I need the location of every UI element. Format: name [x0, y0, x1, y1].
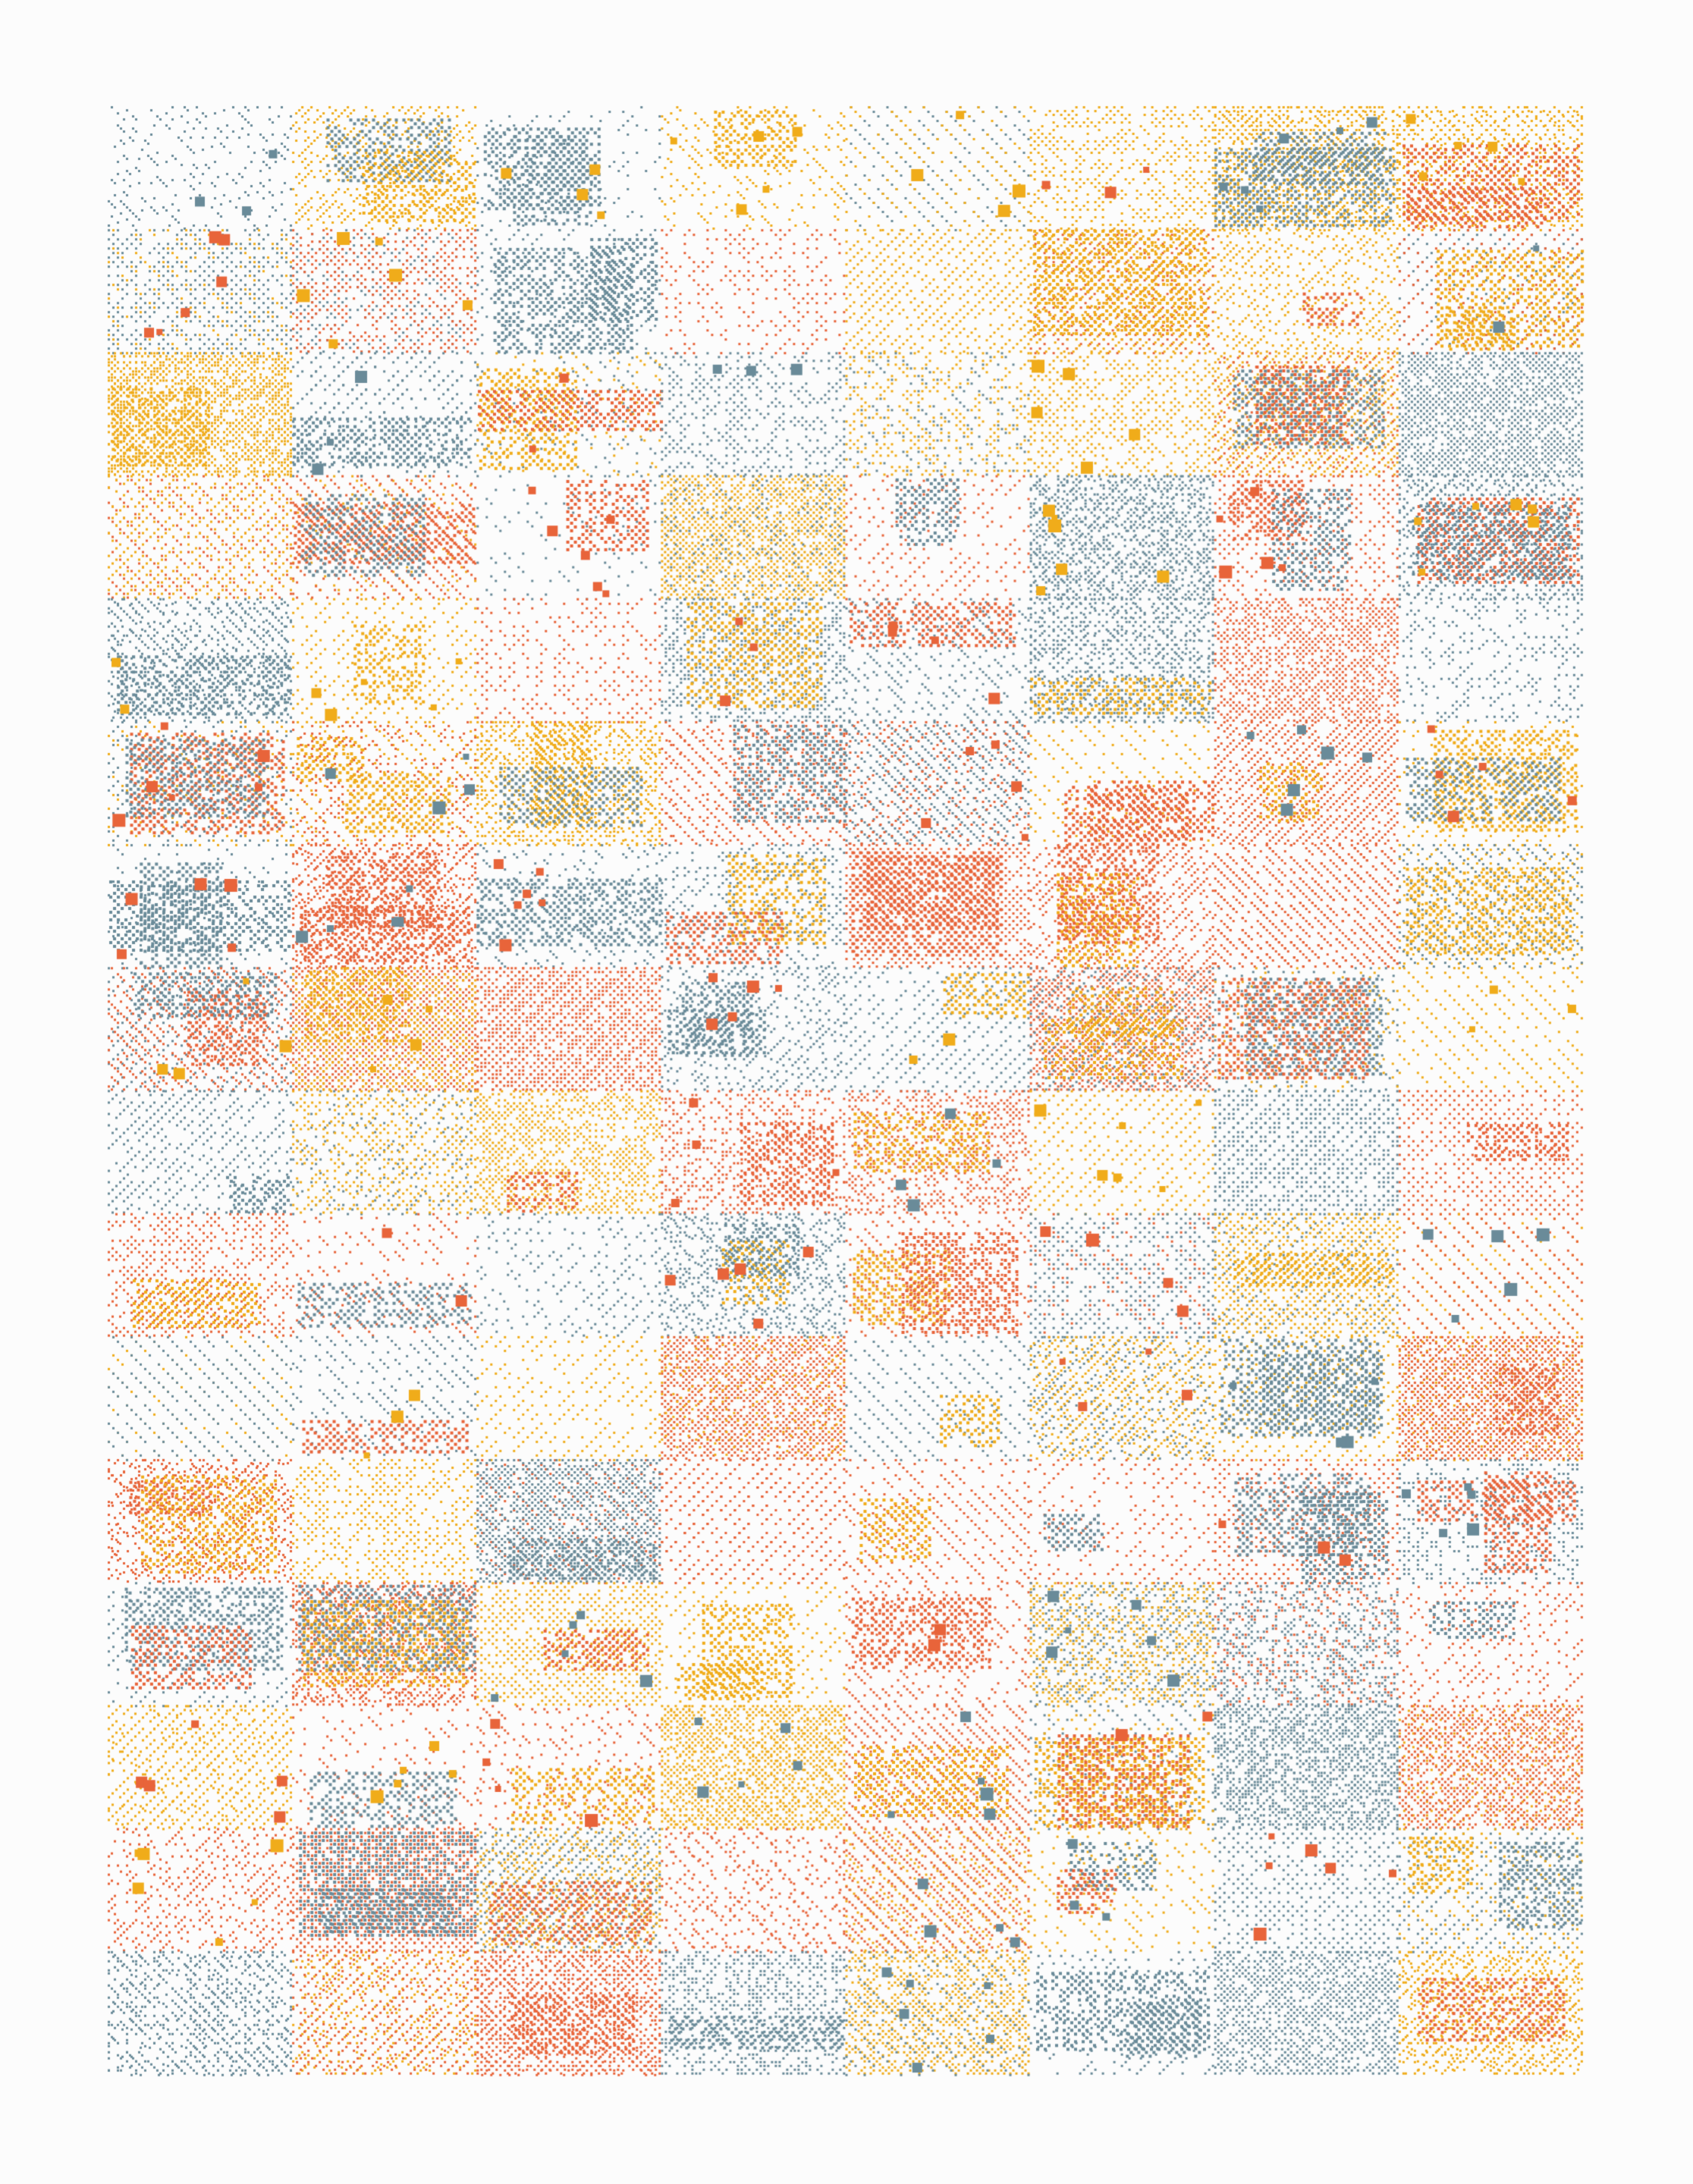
generative-dot-artwork: [0, 0, 1693, 2184]
